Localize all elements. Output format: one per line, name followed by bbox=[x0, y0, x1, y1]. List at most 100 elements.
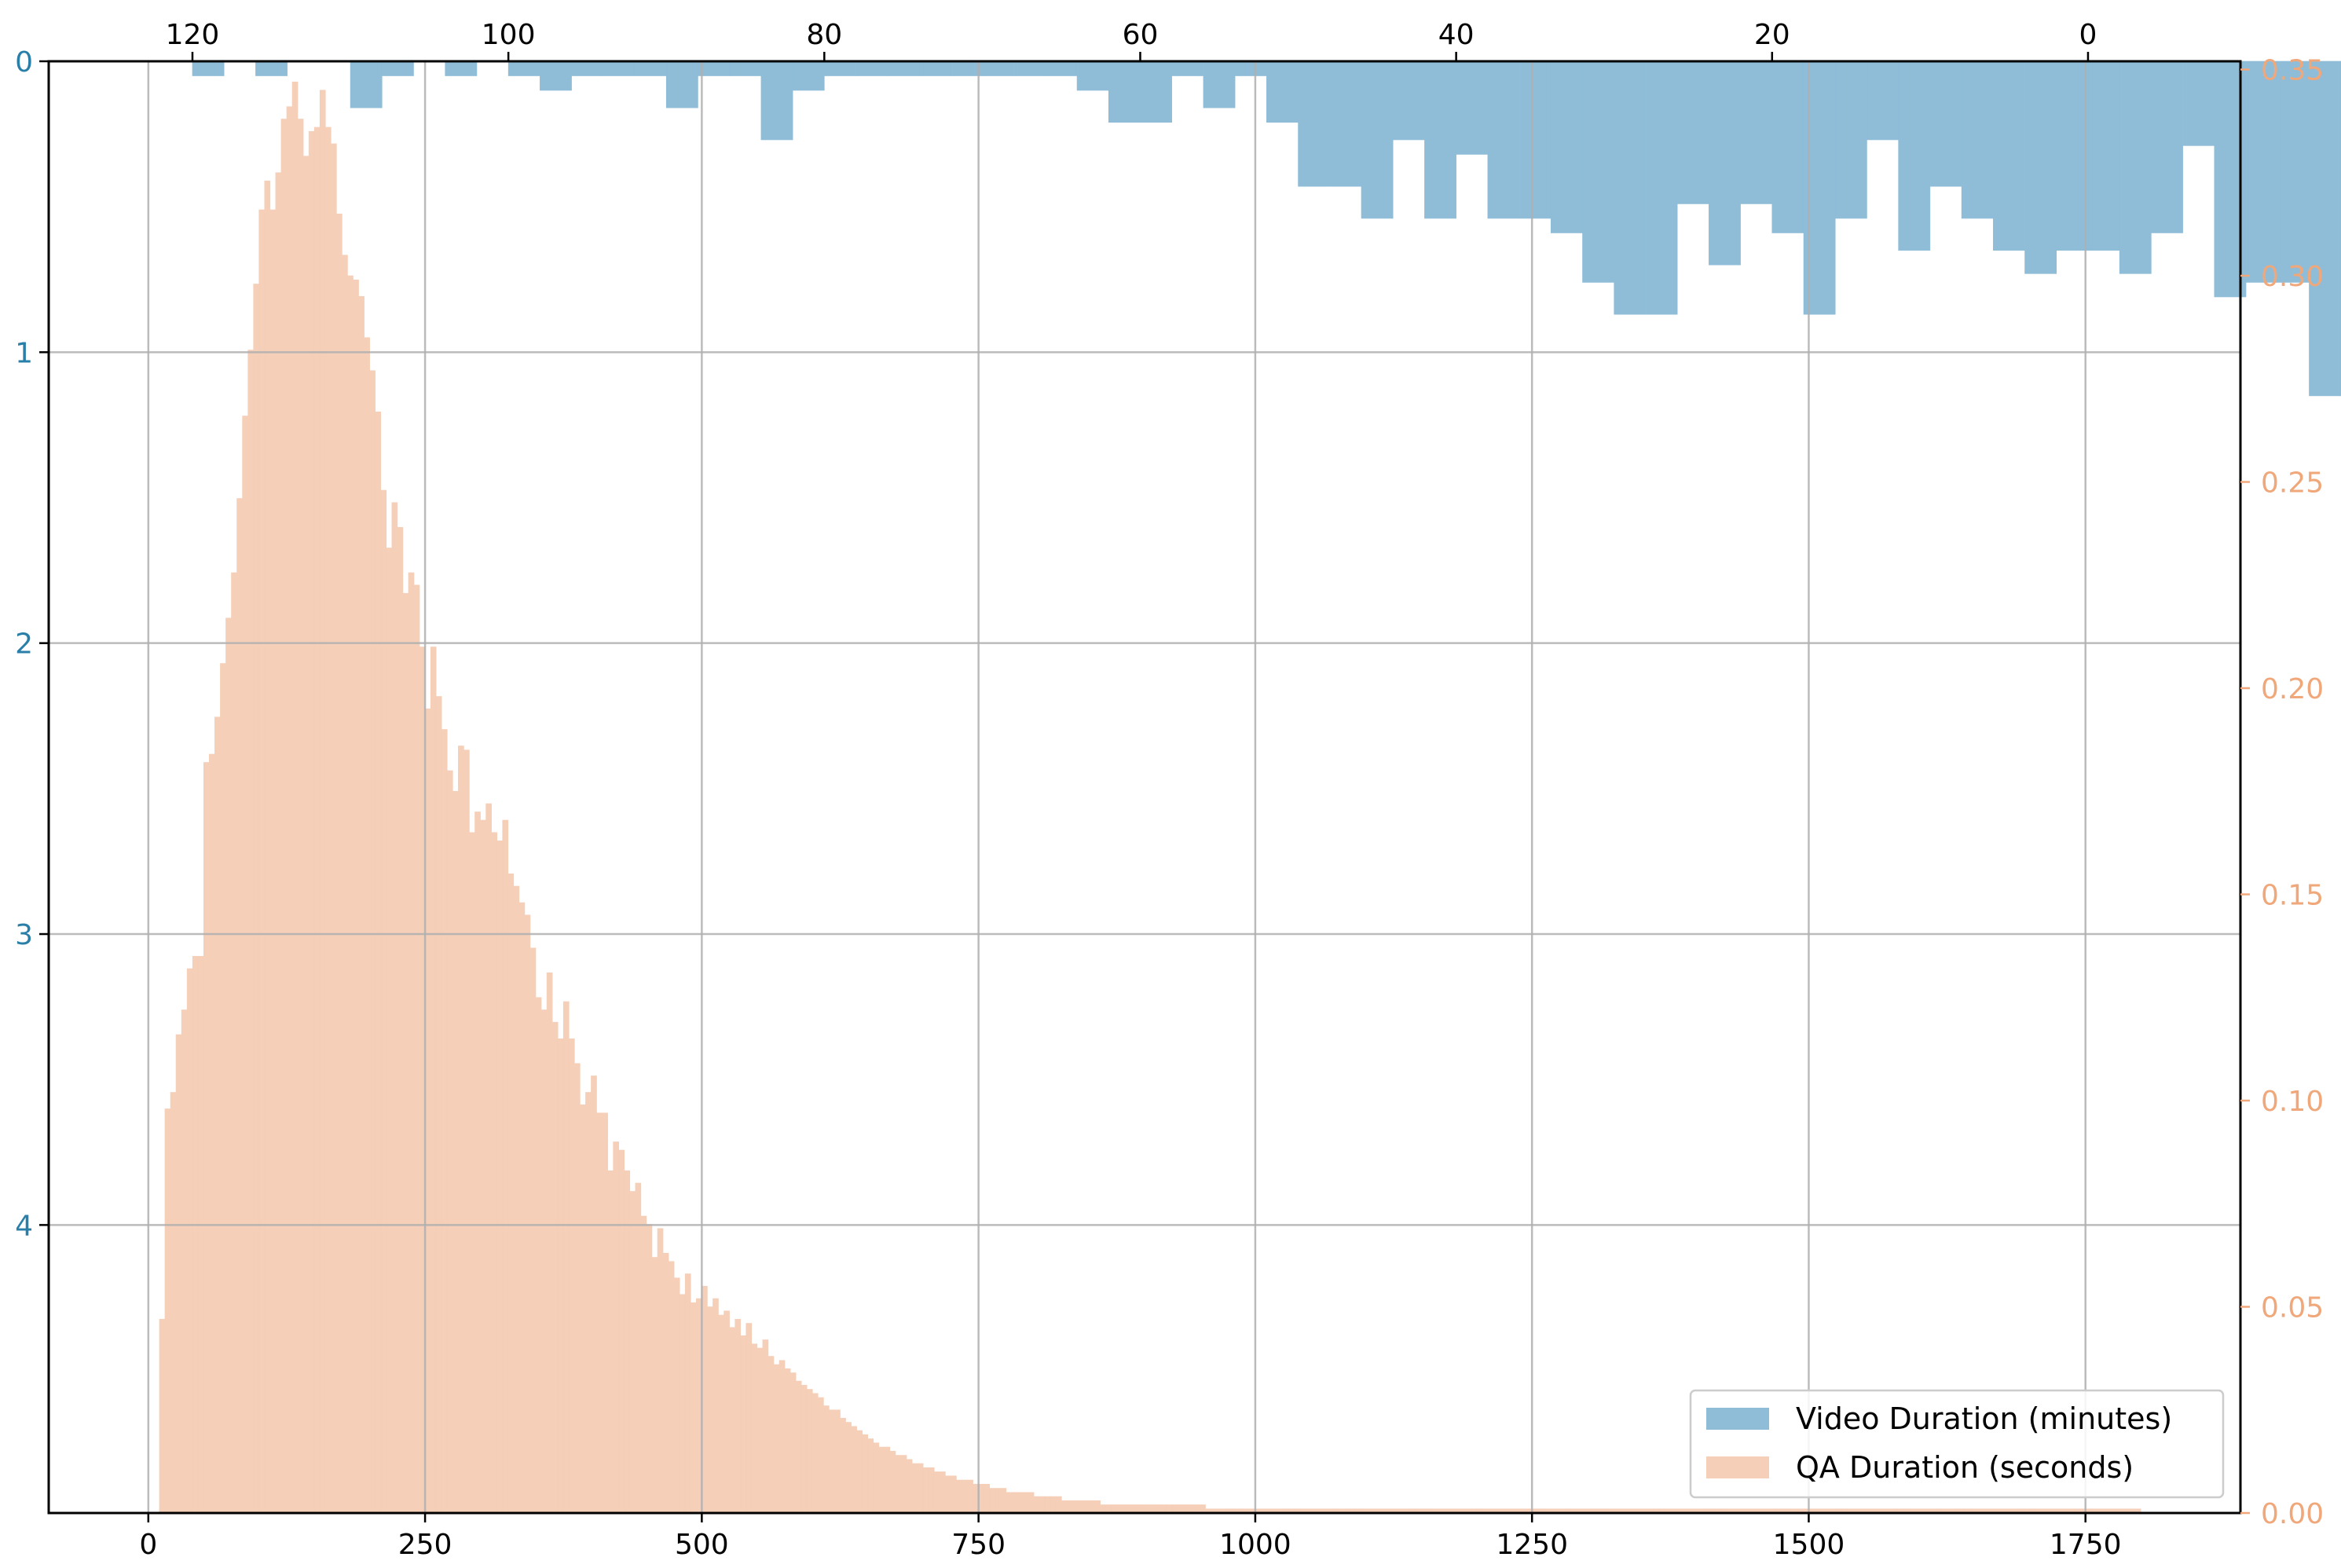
legend-box bbox=[1689, 1389, 2225, 1499]
qa-bar bbox=[220, 663, 226, 1514]
video-bar bbox=[1740, 60, 1773, 204]
qa-bar bbox=[264, 180, 271, 1514]
video-bar bbox=[1929, 60, 1962, 187]
qa-bar bbox=[740, 1335, 747, 1514]
qa-bar bbox=[353, 279, 359, 1514]
qa-bar bbox=[1144, 1504, 1151, 1514]
qa-bar bbox=[845, 1422, 852, 1514]
qa-bar bbox=[313, 126, 321, 1514]
bottom-x-tick-label: 750 bbox=[951, 1529, 1006, 1561]
qa-bar bbox=[906, 1459, 913, 1514]
qa-bar bbox=[800, 1384, 808, 1514]
qa-bar bbox=[818, 1397, 824, 1514]
video-bar bbox=[1709, 60, 1741, 266]
video-bar bbox=[571, 60, 604, 76]
qa-bar bbox=[1078, 1500, 1084, 1514]
qa-bar bbox=[269, 209, 277, 1514]
qa-bar bbox=[679, 1294, 686, 1514]
qa-bar bbox=[562, 1001, 570, 1514]
qa-bar bbox=[258, 209, 266, 1514]
video-duration-bars bbox=[192, 60, 2341, 397]
qa-bar bbox=[546, 972, 553, 1514]
qa-bar bbox=[358, 295, 365, 1514]
qa-bar bbox=[197, 955, 204, 1514]
qa-bar bbox=[413, 584, 420, 1514]
qa-bar bbox=[247, 350, 254, 1514]
qa-bar bbox=[336, 213, 343, 1514]
qa-bar bbox=[878, 1446, 885, 1514]
qa-bar bbox=[811, 1393, 819, 1514]
qa-bar bbox=[402, 592, 409, 1514]
video-bar bbox=[760, 60, 793, 141]
qa-bar bbox=[635, 1182, 642, 1514]
qa-bar bbox=[789, 1372, 797, 1514]
qa-bar bbox=[1138, 1504, 1145, 1514]
qa-bar bbox=[496, 840, 504, 1514]
qa-bar bbox=[1067, 1500, 1073, 1514]
video-bar bbox=[603, 60, 636, 76]
qa-bar bbox=[607, 1170, 614, 1514]
video-bar bbox=[1424, 60, 1456, 219]
qa-bar bbox=[900, 1455, 907, 1514]
video-bar bbox=[507, 60, 540, 76]
bottom-x-axis: 0 250 500 750 1000 1250 1500 1750 bbox=[139, 1513, 2122, 1561]
video-bar bbox=[540, 60, 572, 91]
qa-bar bbox=[1105, 1504, 1112, 1514]
top-x-tick-label: 100 bbox=[482, 19, 536, 51]
video-bar bbox=[2056, 60, 2089, 251]
qa-bar bbox=[724, 1310, 730, 1514]
legend: Video Duration (minutes) QA Duration (sec… bbox=[1689, 1389, 2225, 1499]
video-bar bbox=[350, 60, 383, 108]
qa-bar bbox=[684, 1273, 691, 1514]
qa-bar bbox=[1160, 1504, 1167, 1514]
left-y-tick-label: 2 bbox=[15, 628, 33, 661]
right-y-axis: 0.00 0.05 0.10 0.15 0.20 0.25 0.30 0.35 bbox=[2240, 55, 2324, 1530]
video-bar bbox=[824, 60, 856, 76]
qa-bar bbox=[784, 1368, 791, 1514]
qa-bar bbox=[768, 1356, 775, 1514]
qa-bar bbox=[834, 1409, 841, 1514]
qa-bar bbox=[851, 1426, 857, 1514]
qa-bar bbox=[707, 1306, 713, 1514]
qa-bar bbox=[1200, 1504, 1206, 1514]
qa-bar bbox=[535, 997, 542, 1514]
top-x-tick-label: 120 bbox=[166, 19, 220, 51]
video-bar bbox=[982, 60, 1014, 76]
qa-bar bbox=[646, 1224, 653, 1514]
qa-bar bbox=[922, 1467, 929, 1514]
video-bar bbox=[855, 60, 888, 76]
qa-bar bbox=[729, 1327, 735, 1514]
video-bar bbox=[1961, 60, 1994, 219]
video-bar bbox=[381, 60, 414, 76]
qa-bar bbox=[203, 762, 210, 1514]
qa-bar bbox=[690, 1302, 697, 1514]
bottom-x-tick-label: 1500 bbox=[1773, 1529, 1845, 1561]
qa-bar bbox=[369, 370, 376, 1514]
video-bar bbox=[1298, 60, 1331, 187]
video-bar bbox=[1834, 60, 1867, 219]
right-y-tick-label: 0.15 bbox=[2261, 880, 2324, 912]
video-bar bbox=[1329, 60, 1362, 187]
legend-qa-swatch bbox=[1706, 1456, 1769, 1478]
qa-bar bbox=[242, 416, 248, 1514]
qa-bar bbox=[933, 1471, 940, 1514]
qa-bar bbox=[1011, 1492, 1018, 1514]
qa-bar bbox=[397, 526, 404, 1514]
left-y-tick-label: 0 bbox=[15, 46, 33, 79]
qa-bar bbox=[956, 1479, 962, 1514]
qa-bar bbox=[795, 1380, 802, 1514]
qa-bar bbox=[640, 1215, 647, 1514]
qa-bar bbox=[1155, 1504, 1162, 1514]
qa-bar bbox=[1033, 1496, 1040, 1514]
qa-bar bbox=[779, 1360, 786, 1514]
qa-bar bbox=[502, 819, 509, 1514]
qa-bar bbox=[291, 81, 299, 1514]
left-y-tick-label: 4 bbox=[15, 1210, 33, 1242]
qa-bar bbox=[375, 411, 382, 1514]
qa-bar bbox=[735, 1318, 741, 1514]
qa-bar bbox=[989, 1488, 996, 1514]
video-bar bbox=[1519, 60, 1552, 219]
qa-bar bbox=[602, 1112, 608, 1514]
qa-bar bbox=[324, 126, 332, 1514]
qa-bar bbox=[280, 119, 288, 1514]
